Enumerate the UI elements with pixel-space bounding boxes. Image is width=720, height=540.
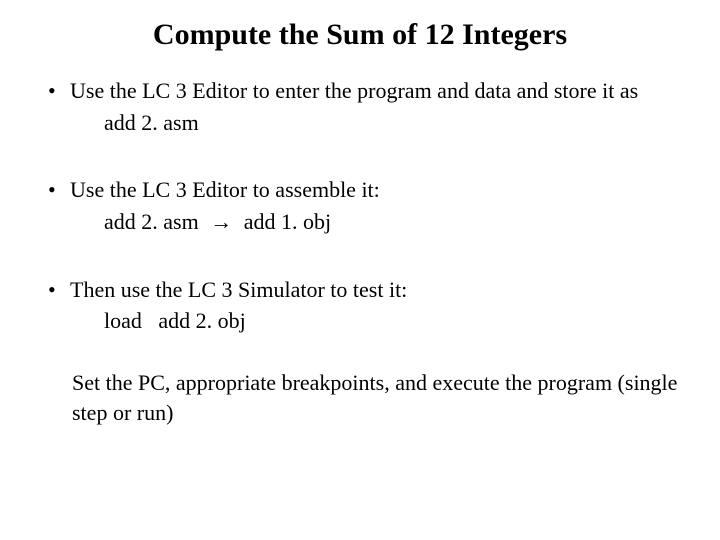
bullet-subtext: add 2. asm → add 1. obj <box>70 207 680 237</box>
bullet-item: Use the LC 3 Editor to assemble it: add … <box>40 175 680 236</box>
slide-title: Compute the Sum of 12 Integers <box>40 18 680 52</box>
bullet-subtext: add 2. asm <box>70 108 680 138</box>
closing-text: Set the PC, appropriate breakpoints, and… <box>40 368 680 427</box>
arrow-icon: → <box>204 207 238 237</box>
bullet-list: Use the LC 3 Editor to enter the program… <box>40 76 680 336</box>
bullet-text: Use the LC 3 Editor to assemble it: <box>70 177 380 202</box>
slide: Compute the Sum of 12 Integers Use the L… <box>0 0 720 540</box>
assemble-output: add 1. obj <box>244 209 331 234</box>
bullet-item: Use the LC 3 Editor to enter the program… <box>40 76 680 137</box>
bullet-item: Then use the LC 3 Simulator to test it: … <box>40 275 680 336</box>
bullet-subtext: load add 2. obj <box>70 306 680 336</box>
bullet-text: Use the LC 3 Editor to enter the program… <box>70 78 638 103</box>
assemble-source: add 2. asm <box>104 209 199 234</box>
bullet-text: Then use the LC 3 Simulator to test it: <box>70 277 407 302</box>
